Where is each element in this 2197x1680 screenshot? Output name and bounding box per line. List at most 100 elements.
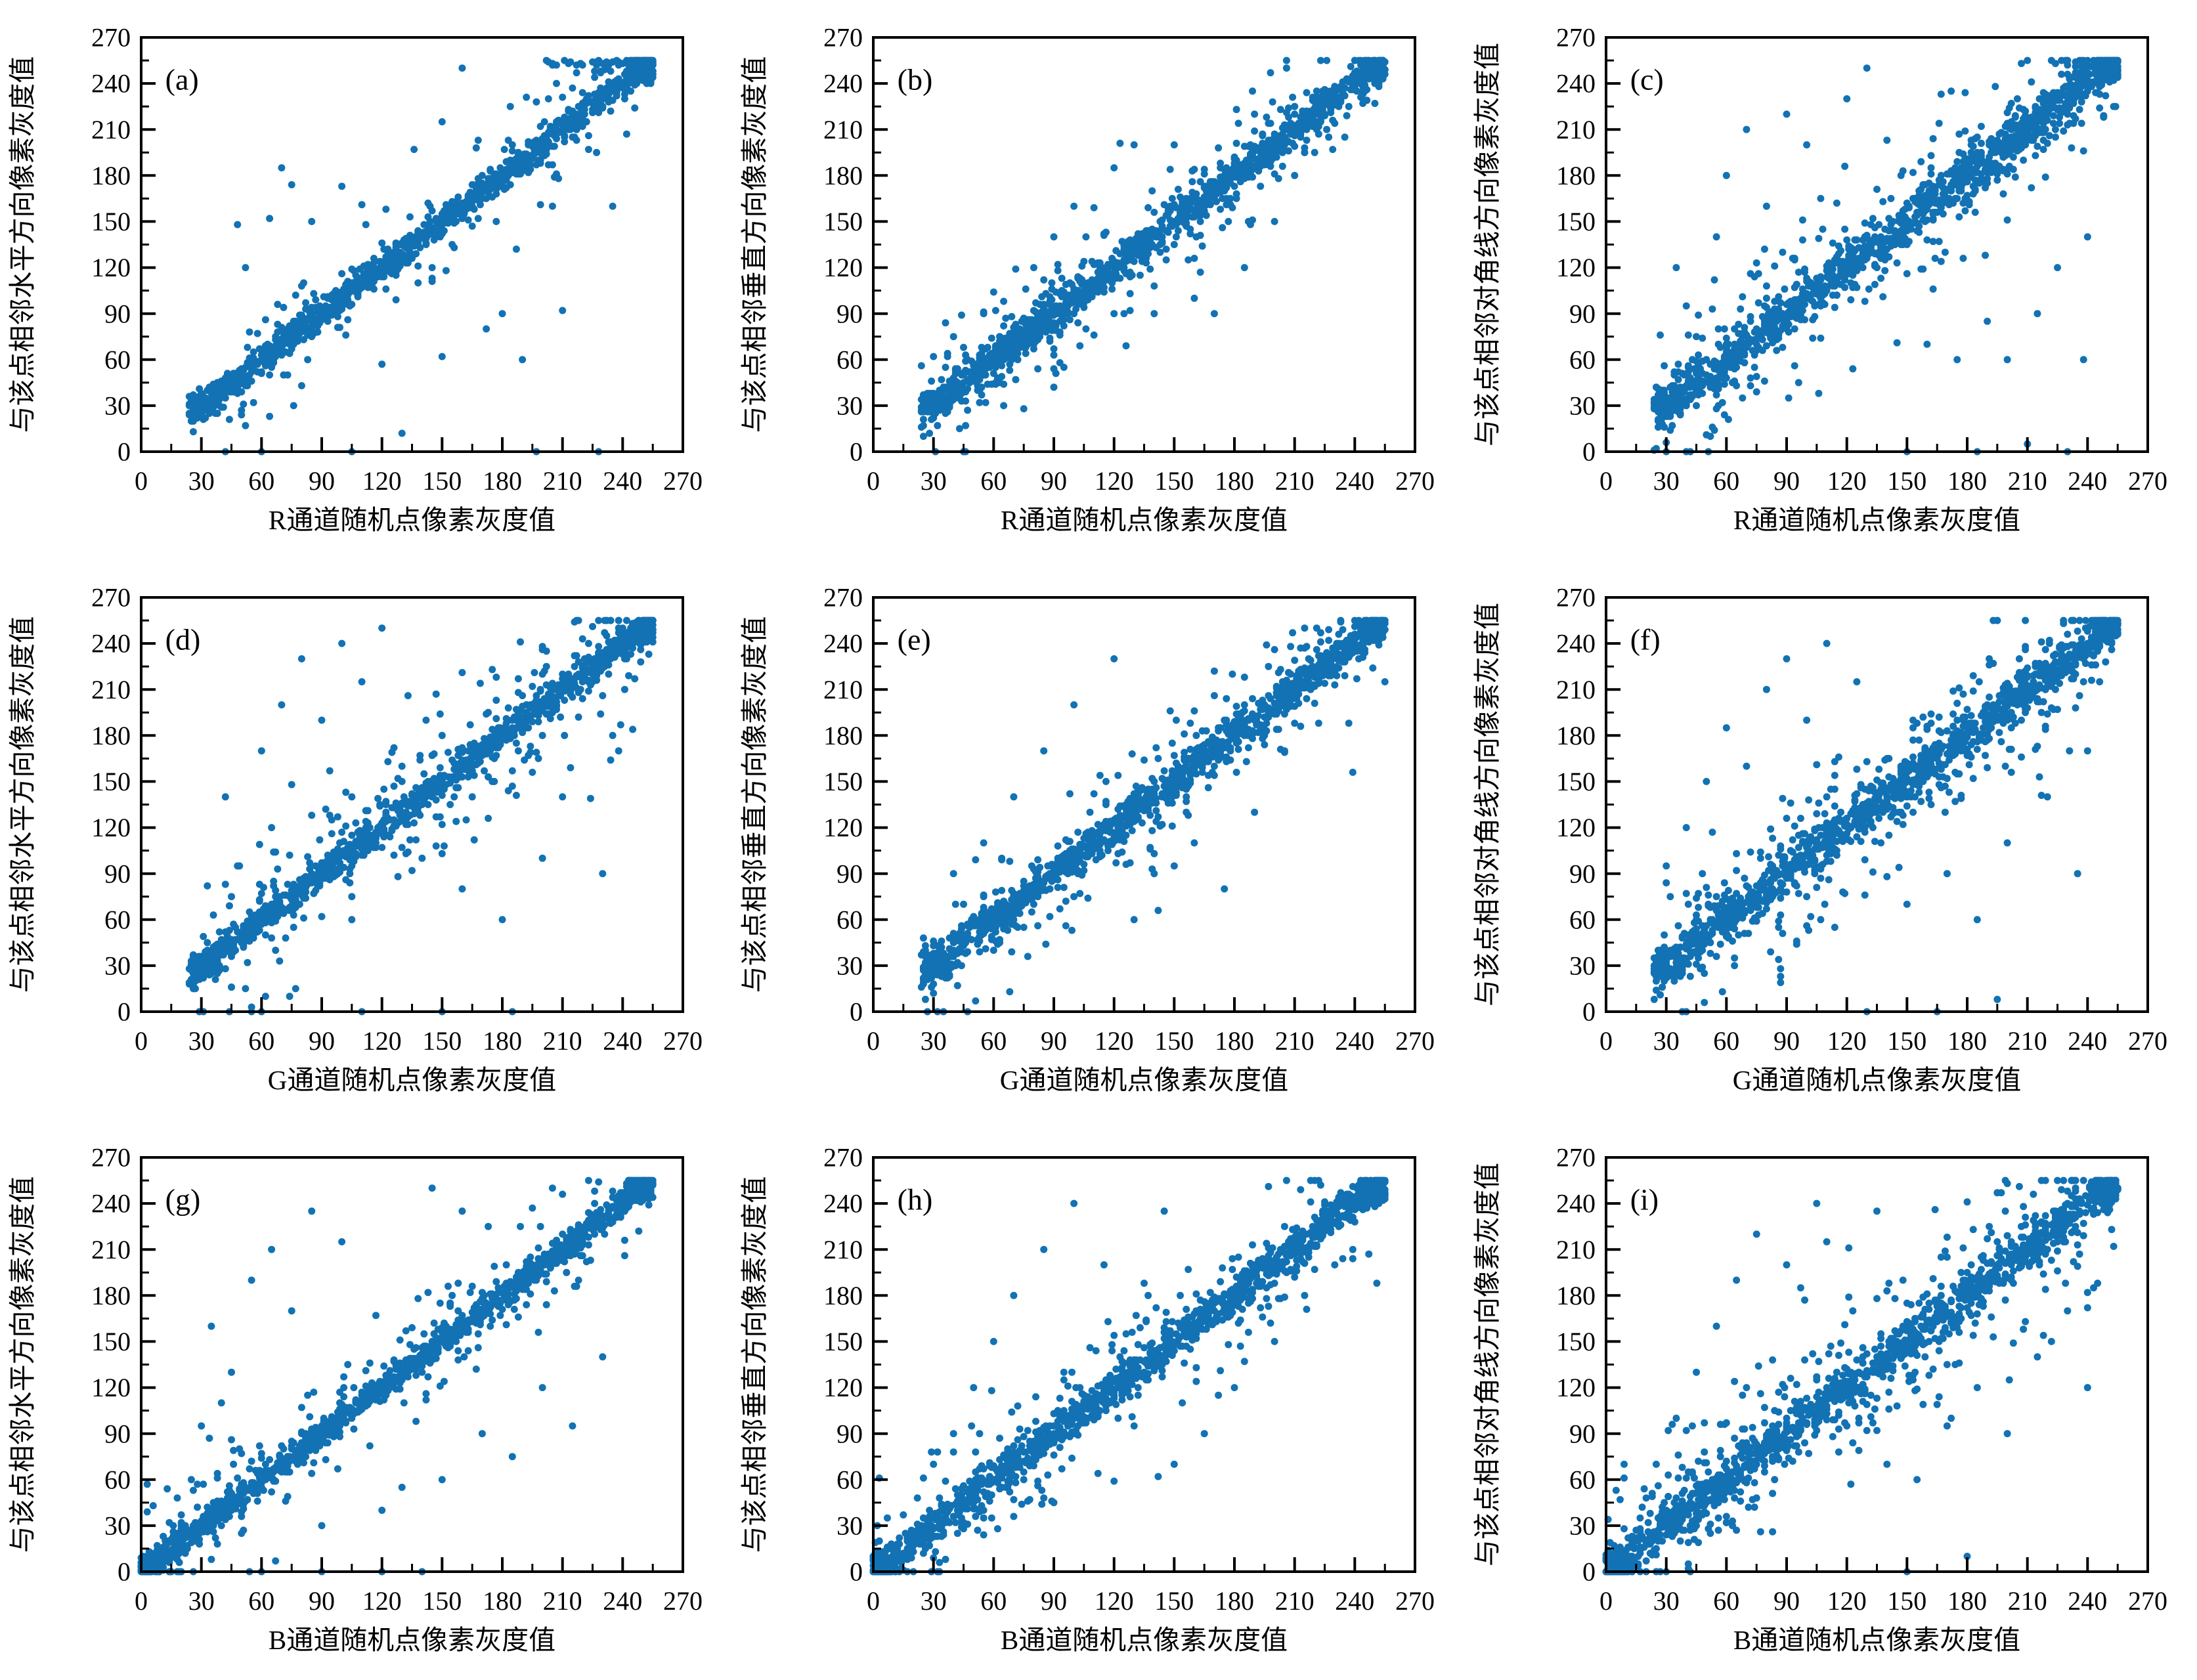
- y-tick-label: 180: [1556, 161, 1596, 190]
- x-tick-label: 60: [248, 466, 274, 496]
- scatter-points: [185, 56, 657, 456]
- y-tick-label: 90: [837, 1419, 863, 1448]
- y-tick-label: 210: [91, 115, 131, 144]
- x-tick-label: 90: [1041, 1026, 1067, 1056]
- scatter-points: [869, 1176, 1389, 1576]
- y-tick-label: 150: [1556, 207, 1596, 236]
- y-tick-label: 0: [118, 1557, 131, 1587]
- x-tick-label: 60: [981, 1026, 1007, 1056]
- x-tick-label: 90: [1773, 466, 1800, 496]
- y-tick-label: 240: [91, 1189, 131, 1218]
- x-tick-label: 240: [2068, 466, 2107, 496]
- y-tick-label: 120: [91, 813, 131, 842]
- x-tick-label: 0: [135, 1026, 148, 1056]
- x-tick-label: 270: [2128, 466, 2167, 496]
- y-tick-label: 60: [104, 345, 131, 374]
- y-tick-label: 30: [104, 951, 131, 981]
- y-tick-label: 90: [837, 859, 863, 888]
- x-axis-label: G通道随机点像素灰度值: [1000, 1065, 1288, 1095]
- x-tick-label: 210: [2007, 1586, 2047, 1616]
- y-tick-label: 270: [823, 583, 863, 613]
- y-tick-label: 180: [1556, 721, 1596, 750]
- x-tick-label: 270: [2128, 1586, 2167, 1616]
- plot-frame: [872, 36, 1417, 453]
- x-tick-label: 120: [362, 466, 402, 496]
- subplot-tag: (g): [165, 1183, 201, 1217]
- y-tick-label: 240: [91, 69, 131, 98]
- y-tick-label: 240: [1556, 1189, 1596, 1218]
- x-tick-label: 0: [135, 466, 148, 496]
- x-tick-label: 0: [867, 1026, 880, 1056]
- y-tick-label: 180: [823, 1281, 863, 1310]
- subplot-c: 0 0 30 30 60 60 90 90 120 120 150 150 180 180 210 210 24…: [1465, 0, 2197, 560]
- x-tick-label: 90: [1041, 1586, 1067, 1616]
- y-axis-label: 与该点相邻水平方向像素灰度值: [7, 1176, 37, 1553]
- subplot-tag: (f): [1630, 623, 1660, 657]
- y-tick-label: 240: [1556, 69, 1596, 98]
- x-tick-label: 0: [867, 1586, 880, 1616]
- x-tick-label: 60: [1713, 1026, 1739, 1056]
- x-tick-label: 90: [309, 1026, 335, 1056]
- y-tick-label: 210: [91, 675, 131, 704]
- x-tick-label: 180: [483, 466, 522, 496]
- x-axis-label: G通道随机点像素灰度值: [268, 1065, 556, 1095]
- y-axis-label: 与该点相邻对角线方向像素灰度值: [1472, 1163, 1502, 1566]
- y-tick-label: 270: [823, 1143, 863, 1173]
- y-tick-label: 150: [823, 1327, 863, 1356]
- y-tick-label: 60: [837, 345, 863, 374]
- x-tick-label: 30: [1653, 1026, 1679, 1056]
- y-tick-label: 240: [1556, 629, 1596, 658]
- y-tick-label: 210: [823, 115, 863, 144]
- scatter-points: [1650, 56, 2121, 456]
- y-tick-label: 60: [837, 1465, 863, 1494]
- y-tick-label: 270: [1556, 583, 1596, 613]
- x-tick-label: 150: [1155, 466, 1194, 496]
- x-tick-label: 270: [1395, 466, 1435, 496]
- y-tick-label: 90: [837, 299, 863, 328]
- x-tick-label: 210: [1275, 1586, 1315, 1616]
- y-tick-label: 270: [91, 1143, 131, 1173]
- y-tick-label: 120: [91, 1373, 131, 1402]
- x-tick-label: 270: [1395, 1586, 1435, 1616]
- x-tick-label: 150: [1887, 466, 1926, 496]
- y-tick-label: 0: [850, 997, 863, 1027]
- y-tick-label: 90: [1569, 859, 1596, 888]
- plot-frame: [139, 1156, 684, 1573]
- x-tick-label: 210: [2007, 1026, 2047, 1056]
- x-tick-label: 90: [309, 1586, 335, 1616]
- x-tick-label: 30: [1653, 466, 1679, 496]
- x-tick-label: 240: [603, 466, 642, 496]
- scatter-plot-c: 00 30 30 60 60 90 90 120 120 150 150 180 180 210 210 24…: [1472, 23, 2167, 535]
- x-axis-label: B通道随机点像素灰度值: [1001, 1625, 1288, 1655]
- y-axis-label: 与该点相邻对角线方向像素灰度值: [1472, 43, 1502, 446]
- y-tick-label: 150: [1556, 1327, 1596, 1356]
- y-tick-label: 60: [1569, 345, 1596, 374]
- x-tick-label: 60: [981, 466, 1007, 496]
- x-tick-label: 150: [422, 1026, 462, 1056]
- y-tick-label: 240: [823, 69, 863, 98]
- subplot-tag: (h): [898, 1183, 933, 1217]
- x-tick-label: 90: [309, 466, 335, 496]
- scatter-points: [1650, 616, 2121, 1016]
- x-axis-label: B通道随机点像素灰度值: [269, 1625, 555, 1655]
- scatter-plot-i: 00 30 30 60 60 90 90 120 120 150 150 180 180 210 210 24…: [1472, 1143, 2167, 1655]
- y-tick-label: 240: [823, 629, 863, 658]
- x-tick-label: 180: [1215, 1586, 1254, 1616]
- scatter-points: [1602, 1176, 2121, 1576]
- x-tick-label: 210: [543, 1026, 582, 1056]
- x-tick-label: 120: [1095, 466, 1134, 496]
- y-tick-label: 30: [837, 391, 863, 421]
- scatter-points: [137, 1176, 657, 1576]
- x-tick-label: 180: [1947, 1026, 1987, 1056]
- x-tick-label: 210: [2007, 466, 2047, 496]
- y-tick-label: 270: [91, 23, 131, 53]
- x-axis-label: R通道随机点像素灰度值: [1733, 505, 2020, 535]
- y-tick-label: 60: [837, 905, 863, 934]
- subplot-tag: (b): [898, 62, 933, 96]
- plot-frame: [872, 1156, 1417, 1573]
- x-tick-label: 60: [248, 1586, 274, 1616]
- y-tick-label: 90: [1569, 1419, 1596, 1448]
- y-tick-label: 210: [1556, 115, 1596, 144]
- y-tick-label: 60: [104, 905, 131, 934]
- x-tick-label: 90: [1773, 1026, 1800, 1056]
